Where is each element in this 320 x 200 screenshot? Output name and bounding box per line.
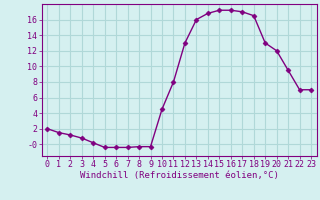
X-axis label: Windchill (Refroidissement éolien,°C): Windchill (Refroidissement éolien,°C) (80, 171, 279, 180)
